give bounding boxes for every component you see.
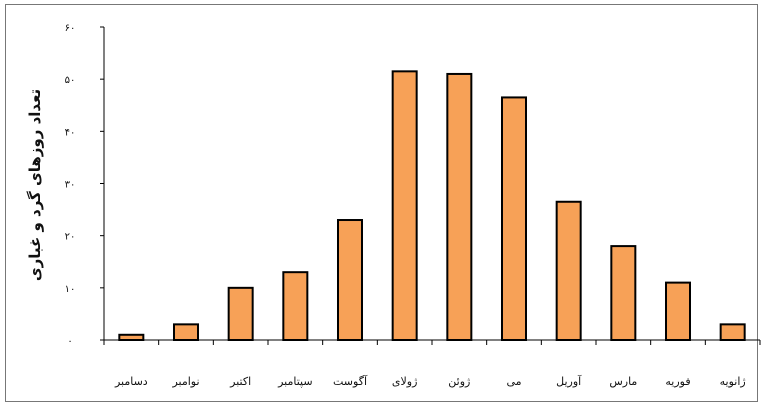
bar	[282, 271, 309, 341]
x-tick-label: فوریه	[665, 375, 690, 388]
x-tick-label: اکتبر	[229, 375, 251, 388]
chart-border	[5, 4, 758, 402]
x-tick-label: ژانویه	[720, 375, 746, 388]
x-tick-label: آگوست	[333, 374, 368, 388]
y-tick-label: ۰	[67, 336, 72, 347]
x-tick-label: ژولای	[392, 375, 418, 388]
bar	[227, 286, 254, 342]
x-tick-label: دسامبر	[114, 375, 148, 388]
bar	[555, 200, 582, 341]
y-tick-label: ۱۰	[65, 284, 76, 295]
bar	[173, 323, 199, 342]
y-tick-label: ۶۰	[65, 23, 76, 34]
y-axis: ۰ ۱۰ ۲۰ ۳۰ ۴۰ ۵۰ ۶۰	[65, 23, 105, 347]
x-tick-label: آوریل	[556, 374, 582, 388]
x-tick-label: نوامبر	[171, 375, 199, 388]
y-tick-label: ۴۰	[65, 127, 76, 138]
y-tick-label: ۳۰	[65, 180, 76, 191]
bar	[501, 96, 527, 341]
x-tick-label: ژوئن	[448, 375, 470, 388]
bars	[118, 70, 746, 342]
x-axis: ژانویه فوریه مارس آوریل می ژوئن ژولای آگوست سپتا…	[103, 339, 761, 388]
bar	[337, 219, 363, 341]
x-tick-label: می	[506, 375, 521, 388]
bar	[719, 323, 746, 342]
x-tick-label: مارس	[609, 375, 637, 388]
y-tick-label: ۵۰	[65, 75, 76, 86]
bar	[118, 333, 145, 341]
y-tick-label: ۲۰	[65, 232, 76, 243]
x-tick-label: سپتامبر	[277, 375, 313, 388]
bar	[665, 281, 691, 342]
bar	[610, 245, 637, 342]
y-axis-label: تعداد روزهای گرد و غباری	[26, 89, 44, 281]
bar	[391, 70, 418, 341]
bar	[446, 72, 473, 341]
